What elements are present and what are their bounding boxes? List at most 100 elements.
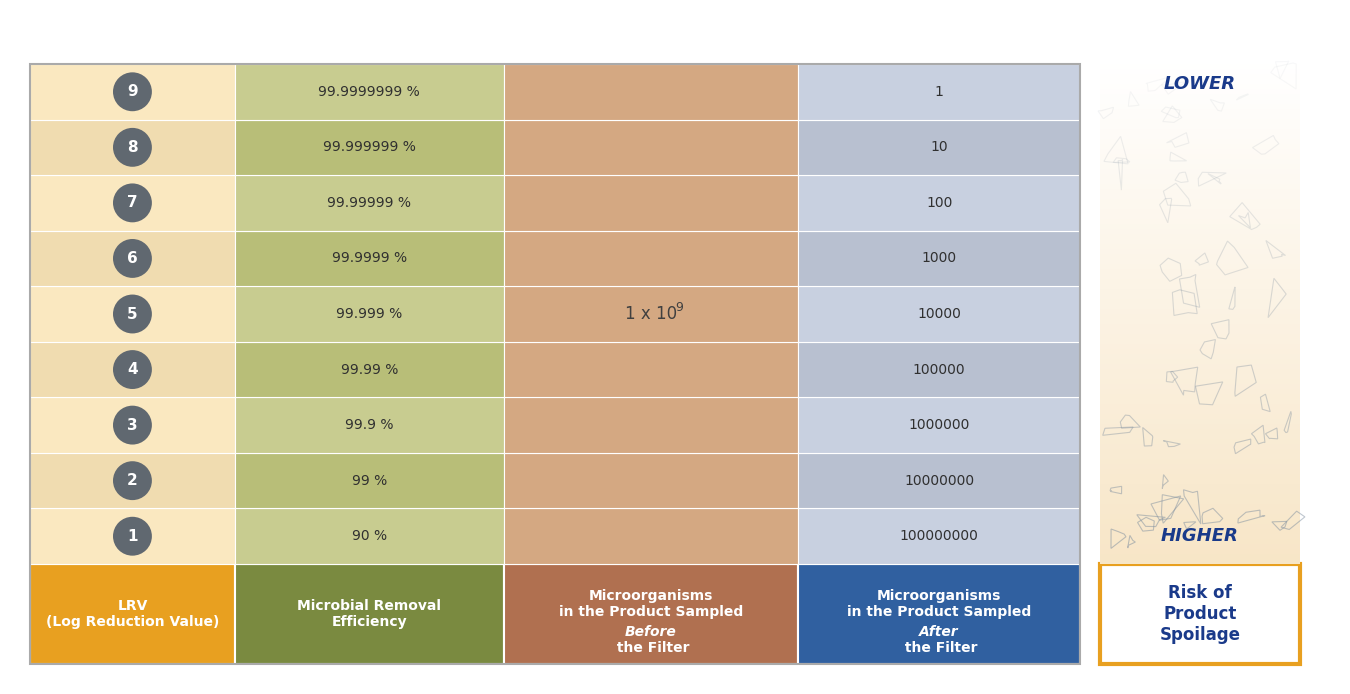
Circle shape — [113, 128, 153, 167]
FancyBboxPatch shape — [1100, 428, 1300, 434]
FancyBboxPatch shape — [1100, 498, 1300, 504]
Text: 100: 100 — [926, 196, 952, 210]
FancyBboxPatch shape — [504, 230, 798, 286]
FancyBboxPatch shape — [1100, 439, 1300, 444]
FancyBboxPatch shape — [1100, 339, 1300, 344]
FancyBboxPatch shape — [1100, 548, 1300, 554]
Text: 9: 9 — [675, 301, 683, 314]
FancyBboxPatch shape — [1100, 178, 1300, 184]
FancyBboxPatch shape — [1100, 194, 1300, 199]
FancyBboxPatch shape — [1100, 353, 1300, 359]
FancyBboxPatch shape — [235, 341, 504, 398]
FancyBboxPatch shape — [1100, 298, 1300, 304]
FancyBboxPatch shape — [1100, 89, 1300, 94]
Text: 8: 8 — [127, 139, 138, 155]
Text: Risk of
Product
Spoilage: Risk of Product Spoilage — [1160, 584, 1241, 644]
FancyBboxPatch shape — [798, 64, 1080, 119]
FancyBboxPatch shape — [1100, 103, 1300, 109]
FancyBboxPatch shape — [1100, 269, 1300, 274]
FancyBboxPatch shape — [1100, 253, 1300, 259]
FancyBboxPatch shape — [504, 286, 798, 341]
Text: 2: 2 — [127, 473, 138, 488]
FancyBboxPatch shape — [1100, 414, 1300, 419]
FancyBboxPatch shape — [1100, 323, 1300, 329]
FancyBboxPatch shape — [30, 230, 235, 286]
FancyBboxPatch shape — [1100, 554, 1300, 559]
FancyBboxPatch shape — [1100, 239, 1300, 244]
FancyBboxPatch shape — [1100, 258, 1300, 264]
FancyBboxPatch shape — [1100, 319, 1300, 324]
FancyBboxPatch shape — [1100, 344, 1300, 349]
FancyBboxPatch shape — [1100, 164, 1300, 169]
FancyBboxPatch shape — [1100, 264, 1300, 269]
Circle shape — [113, 406, 153, 445]
FancyBboxPatch shape — [1100, 348, 1300, 354]
FancyBboxPatch shape — [798, 119, 1080, 175]
Text: 99.99999 %: 99.99999 % — [327, 196, 412, 210]
FancyBboxPatch shape — [1100, 153, 1300, 159]
FancyBboxPatch shape — [30, 175, 235, 230]
FancyBboxPatch shape — [504, 509, 798, 564]
Text: the Filter: the Filter — [900, 641, 977, 655]
FancyBboxPatch shape — [1100, 119, 1300, 124]
Text: 99 %: 99 % — [352, 474, 387, 488]
FancyBboxPatch shape — [1100, 389, 1300, 394]
FancyBboxPatch shape — [1100, 94, 1300, 99]
Text: 1: 1 — [934, 85, 944, 99]
FancyBboxPatch shape — [1100, 149, 1300, 154]
FancyBboxPatch shape — [1100, 74, 1300, 79]
Circle shape — [113, 294, 153, 333]
FancyBboxPatch shape — [1100, 133, 1300, 139]
FancyBboxPatch shape — [30, 341, 235, 398]
FancyBboxPatch shape — [1100, 373, 1300, 379]
FancyBboxPatch shape — [1100, 108, 1300, 114]
FancyBboxPatch shape — [1100, 473, 1300, 479]
Text: 1: 1 — [127, 529, 138, 543]
Text: 99.999999 %: 99.999999 % — [323, 140, 416, 154]
Text: Microorganisms
in the Product Sampled: Microorganisms in the Product Sampled — [559, 589, 742, 619]
FancyBboxPatch shape — [798, 341, 1080, 398]
FancyBboxPatch shape — [30, 64, 235, 119]
FancyBboxPatch shape — [1100, 219, 1300, 224]
FancyBboxPatch shape — [1100, 398, 1300, 404]
FancyBboxPatch shape — [1100, 393, 1300, 399]
Text: 99.9999 %: 99.9999 % — [332, 251, 406, 265]
FancyBboxPatch shape — [235, 230, 504, 286]
Text: 5: 5 — [127, 307, 138, 321]
Circle shape — [113, 350, 153, 389]
FancyBboxPatch shape — [504, 64, 798, 119]
FancyBboxPatch shape — [1100, 328, 1300, 334]
FancyBboxPatch shape — [30, 286, 235, 341]
FancyBboxPatch shape — [235, 564, 504, 664]
FancyBboxPatch shape — [30, 398, 235, 453]
Text: 100000: 100000 — [913, 362, 965, 377]
FancyBboxPatch shape — [1100, 128, 1300, 134]
FancyBboxPatch shape — [30, 509, 235, 564]
Circle shape — [113, 72, 153, 111]
FancyBboxPatch shape — [1100, 559, 1300, 564]
FancyBboxPatch shape — [504, 175, 798, 230]
FancyBboxPatch shape — [1100, 124, 1300, 129]
FancyBboxPatch shape — [798, 509, 1080, 564]
FancyBboxPatch shape — [1100, 489, 1300, 494]
FancyBboxPatch shape — [235, 453, 504, 509]
Text: 100000000: 100000000 — [899, 530, 979, 543]
FancyBboxPatch shape — [1100, 543, 1300, 549]
FancyBboxPatch shape — [1100, 189, 1300, 194]
Text: LRV
(Log Reduction Value): LRV (Log Reduction Value) — [46, 599, 219, 629]
FancyBboxPatch shape — [1100, 448, 1300, 454]
FancyBboxPatch shape — [504, 398, 798, 453]
FancyBboxPatch shape — [798, 286, 1080, 341]
FancyBboxPatch shape — [1100, 208, 1300, 214]
Text: the Filter: the Filter — [613, 641, 690, 655]
FancyBboxPatch shape — [1100, 493, 1300, 499]
FancyBboxPatch shape — [1100, 314, 1300, 319]
FancyBboxPatch shape — [1100, 509, 1300, 514]
FancyBboxPatch shape — [1100, 403, 1300, 409]
Circle shape — [113, 183, 153, 222]
FancyBboxPatch shape — [1100, 144, 1300, 149]
Text: 99.999 %: 99.999 % — [336, 307, 402, 321]
FancyBboxPatch shape — [1100, 169, 1300, 174]
FancyBboxPatch shape — [1100, 529, 1300, 534]
FancyBboxPatch shape — [1100, 518, 1300, 524]
